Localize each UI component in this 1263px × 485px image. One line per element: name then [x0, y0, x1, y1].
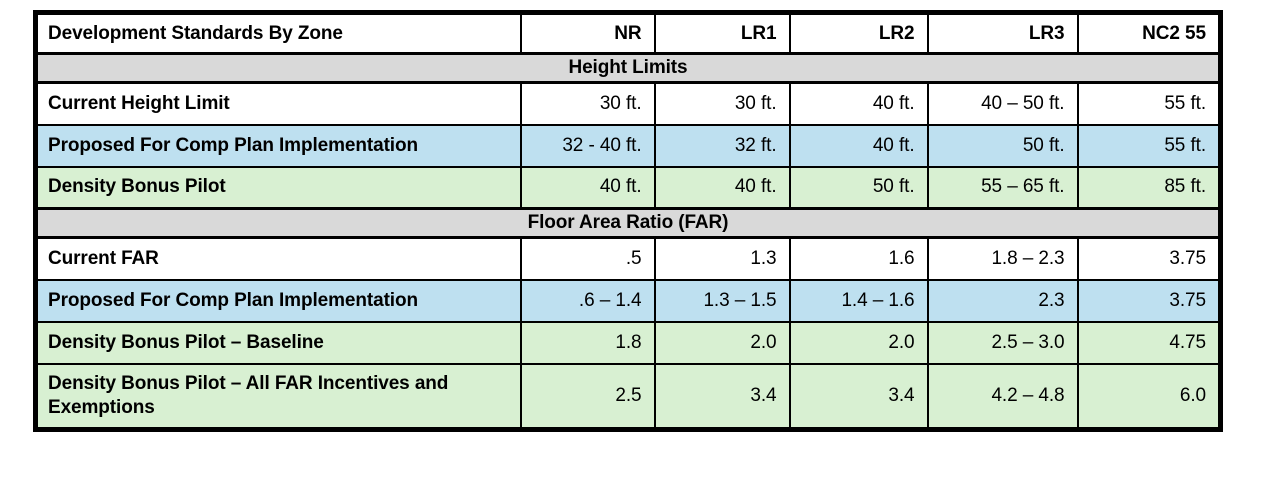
row-label-text: Density Bonus Pilot – All FAR Incentives…	[48, 373, 449, 418]
value-cell-nr: 40 ft.	[519, 165, 656, 210]
value-cell-lr3: 2.5 – 3.0	[926, 320, 1079, 365]
value-cell-nc2-55: 4.75	[1076, 320, 1222, 365]
table-row-proposed-far: Proposed For Comp Plan Implementation .6…	[34, 278, 1222, 323]
value-cell-lr3: 2.3	[926, 278, 1079, 323]
value-cell-lr3: 55 – 65 ft.	[926, 165, 1079, 210]
row-label: Current FAR	[34, 236, 522, 281]
value-cell-lr3: 40 – 50 ft.	[926, 81, 1079, 126]
value-cell-lr1: 1.3	[653, 236, 791, 281]
row-label: Density Bonus Pilot	[34, 165, 522, 210]
row-label-text: Proposed For Comp Plan Implementation	[48, 134, 419, 156]
value-cell-lr3: 50 ft.	[926, 123, 1079, 168]
table-row-density-bonus-all-incentives: Density Bonus Pilot – All FAR Incentives…	[34, 362, 1222, 431]
value-cell-nc2-55: 3.75	[1076, 278, 1222, 323]
row-label-text: Density Bonus Pilot	[48, 176, 226, 198]
value-cell-nr: .5	[519, 236, 656, 281]
section-title-far: Floor Area Ratio (FAR)	[34, 207, 1222, 239]
zone-header-lr2: LR2	[788, 11, 929, 55]
value-cell-lr1: 40 ft.	[653, 165, 791, 210]
value-cell-nc2-55: 85 ft.	[1076, 165, 1222, 210]
development-standards-table: Development Standards By Zone NR LR1 LR2…	[33, 10, 1223, 432]
value-cell-lr2: 1.6	[788, 236, 929, 281]
value-cell-lr3: 4.2 – 4.8	[926, 362, 1079, 431]
value-cell-nr: .6 – 1.4	[519, 278, 656, 323]
value-cell-lr1: 3.4	[653, 362, 791, 431]
row-label: Proposed For Comp Plan Implementation	[34, 123, 522, 168]
value-cell-lr1: 2.0	[653, 320, 791, 365]
table-row-current-height-limit: Current Height Limit 30 ft. 30 ft. 40 ft…	[34, 81, 1222, 126]
row-label-text: Proposed For Comp Plan Implementation	[48, 289, 419, 311]
value-cell-nr: 1.8	[519, 320, 656, 365]
value-cell-lr2: 2.0	[788, 320, 929, 365]
row-label: Density Bonus Pilot – All FAR Incentives…	[34, 362, 522, 431]
value-cell-nc2-55: 55 ft.	[1076, 123, 1222, 168]
value-cell-nr: 30 ft.	[519, 81, 656, 126]
value-cell-nc2-55: 55 ft.	[1076, 81, 1222, 126]
value-cell-lr2: 50 ft.	[788, 165, 929, 210]
table-row-proposed-height: Proposed For Comp Plan Implementation 32…	[34, 123, 1222, 168]
value-cell-lr2: 40 ft.	[788, 81, 929, 126]
value-cell-lr1: 30 ft.	[653, 81, 791, 126]
value-cell-nr: 32 - 40 ft.	[519, 123, 656, 168]
value-cell-lr2: 3.4	[788, 362, 929, 431]
value-cell-lr1: 32 ft.	[653, 123, 791, 168]
row-label-text: Current Height Limit	[48, 92, 230, 114]
section-title-height-limits: Height Limits	[34, 52, 1222, 84]
section-band-height-limits: Height Limits	[34, 52, 1222, 84]
row-label: Proposed For Comp Plan Implementation	[34, 278, 522, 323]
zone-header-lr1: LR1	[653, 11, 791, 55]
value-cell-lr2: 1.4 – 1.6	[788, 278, 929, 323]
header-row: Development Standards By Zone NR LR1 LR2…	[34, 11, 1222, 55]
row-label-text: Density Bonus Pilot – Baseline	[48, 331, 324, 353]
row-label-text: Current FAR	[48, 247, 159, 269]
zone-header-nc2-55: NC2 55	[1076, 11, 1222, 55]
table-title: Development Standards By Zone	[34, 11, 522, 55]
table-row-density-bonus-height: Density Bonus Pilot 40 ft. 40 ft. 50 ft.…	[34, 165, 1222, 210]
value-cell-lr1: 1.3 – 1.5	[653, 278, 791, 323]
table-row-current-far: Current FAR .5 1.3 1.6 1.8 – 2.3 3.75	[34, 236, 1222, 281]
value-cell-lr3: 1.8 – 2.3	[926, 236, 1079, 281]
value-cell-nr: 2.5	[519, 362, 656, 431]
value-cell-lr2: 40 ft.	[788, 123, 929, 168]
zone-header-lr3: LR3	[926, 11, 1079, 55]
table-row-density-bonus-baseline: Density Bonus Pilot – Baseline 1.8 2.0 2…	[34, 320, 1222, 365]
section-band-far: Floor Area Ratio (FAR)	[34, 207, 1222, 239]
value-cell-nc2-55: 3.75	[1076, 236, 1222, 281]
value-cell-nc2-55: 6.0	[1076, 362, 1222, 431]
zone-header-nr: NR	[519, 11, 656, 55]
row-label: Current Height Limit	[34, 81, 522, 126]
row-label: Density Bonus Pilot – Baseline	[34, 320, 522, 365]
